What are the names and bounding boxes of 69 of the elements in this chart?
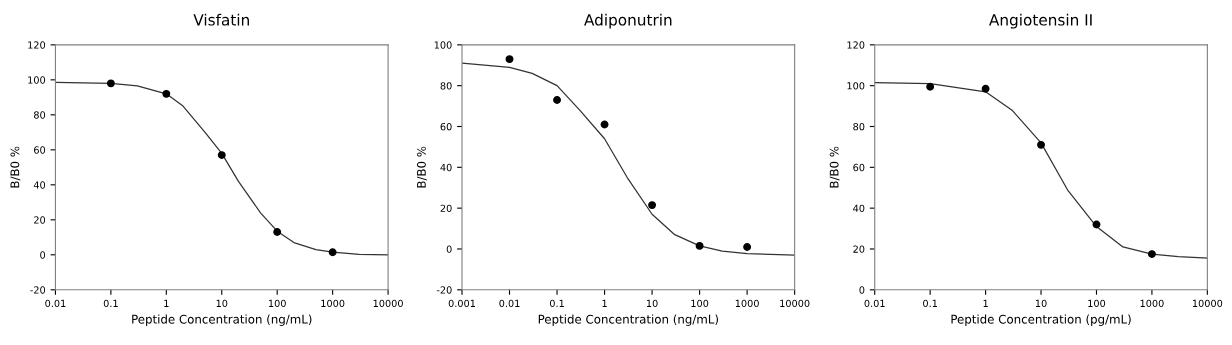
x-tick-label: 10000: [780, 299, 810, 308]
x-tick-label: 1000: [735, 299, 759, 308]
y-tick-label: 60: [34, 146, 46, 154]
x-tick-label: 100: [1088, 299, 1106, 308]
y-tick-label: 60: [853, 163, 865, 172]
x-tick-label: 0.001: [448, 299, 476, 308]
x-tick-label: 1: [983, 299, 988, 307]
x-tick-label: 0.1: [549, 299, 564, 308]
point: [106, 79, 115, 88]
y-tick-label: 20: [34, 216, 46, 224]
y-tick-label: 20: [853, 245, 865, 253]
x-tick-label: 10000: [1192, 299, 1223, 308]
y-tick-label: 20: [440, 204, 452, 212]
x-tick-label: 1000: [321, 299, 345, 308]
point: [505, 55, 514, 64]
y-axis-title: B/B0 %: [829, 146, 840, 188]
y-tick-label: 0: [446, 245, 452, 253]
point: [926, 82, 935, 91]
y-tick-label: 120: [28, 41, 46, 49]
point: [162, 89, 171, 98]
y-tick-label: 100: [847, 82, 865, 90]
x-axis-title: Peptide Concentration (ng/mL): [538, 314, 718, 326]
point: [600, 120, 609, 129]
x-tick-label: 10: [1035, 299, 1047, 308]
point: [1147, 250, 1156, 259]
point: [743, 242, 752, 251]
point: [273, 228, 282, 237]
y-tick-label: 80: [440, 82, 452, 90]
point: [695, 241, 704, 250]
x-tick-label: 0.1: [923, 299, 937, 308]
point: [1037, 140, 1045, 149]
x-tick-label: 0.01: [45, 299, 66, 308]
point: [1092, 220, 1101, 229]
point: [553, 96, 561, 104]
x-tick-label: 0.01: [864, 299, 885, 308]
y-tick-label: 0: [859, 286, 865, 294]
x-tick-label: 1: [164, 299, 169, 307]
point: [981, 84, 990, 93]
point: [217, 151, 226, 160]
x-axis-title: Peptide Concentration (pg/mL): [951, 314, 1131, 326]
y-tick-label: -20: [30, 286, 46, 294]
x-tick-label: 10000: [373, 299, 403, 308]
y-tick-label: 40: [853, 204, 865, 212]
y-tick-label: 120: [847, 41, 865, 49]
point: [328, 248, 337, 257]
y-tick-label: -20: [436, 286, 452, 294]
chart-title: Visfatin: [193, 13, 249, 26]
x-tick-label: 10: [216, 299, 228, 308]
point: [648, 201, 657, 210]
y-axis-title: B/B0 %: [416, 146, 427, 188]
y-tick-label: 40: [33, 181, 46, 189]
x-tick-label: 0.1: [103, 299, 118, 308]
x-tick-label: 1000: [1140, 299, 1164, 308]
y-tick-label: 100: [434, 41, 452, 49]
x-axis-title: Peptide Concentration (ng/mL): [132, 314, 312, 326]
x-tick-label: 100: [268, 299, 286, 308]
x-tick-label: 0.01: [499, 299, 520, 308]
y-tick-label: 40: [440, 163, 452, 172]
y-tick-label: 0: [40, 251, 46, 259]
x-tick-label: 10: [646, 299, 658, 308]
chart-title: Adiponutrin: [584, 13, 672, 29]
x-tick-label: 1: [602, 299, 607, 307]
y-tick-label: 80: [853, 122, 865, 131]
chart-title: Angiotensin II: [989, 13, 1092, 29]
y-tick-label: 100: [28, 76, 46, 84]
x-tick-label: 100: [691, 299, 709, 308]
y-axis-title: B/B0 %: [10, 146, 21, 188]
y-tick-label: 60: [440, 122, 452, 131]
y-tick-label: 80: [34, 111, 46, 119]
